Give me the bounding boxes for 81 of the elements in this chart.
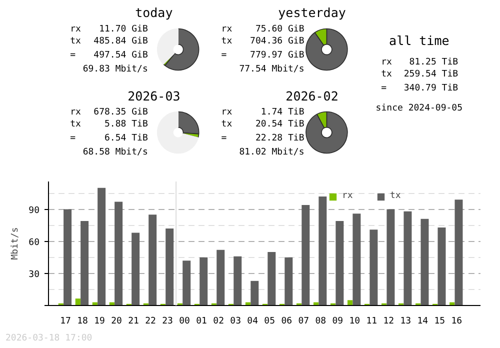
bar (234, 256, 242, 306)
x-tick-label: 13 (400, 316, 412, 326)
bar (75, 298, 80, 306)
text: = 6.54 TiB (70, 134, 148, 144)
x-tick-label: 19 (94, 316, 105, 326)
x-tick-label: 01 (196, 316, 207, 326)
x-tick-label: 15 (434, 316, 446, 326)
text: 81.02 Mbit/s (239, 148, 304, 158)
x-tick-label: 14 (417, 316, 428, 326)
text: rx 678.35 GiB (70, 108, 148, 118)
bar (200, 257, 208, 306)
x-tick-label: 21 (128, 316, 139, 326)
y-axis-title: Mbit/s (10, 227, 21, 260)
chart-title: 2026-03 (128, 88, 180, 104)
bar (302, 205, 310, 306)
bar (114, 202, 123, 306)
bar (166, 228, 174, 306)
text: 69.83 Mbit/s (82, 64, 148, 74)
bar (438, 227, 446, 306)
text: all time (389, 33, 450, 48)
bar (336, 221, 344, 306)
x-tick-label: 02 (213, 316, 224, 326)
text: 68.58 Mbit/s (82, 148, 148, 158)
chart-title: today (135, 5, 174, 20)
x-tick-label: 00 (179, 316, 190, 326)
bar (318, 196, 327, 306)
y-tick-label: 60 (28, 238, 40, 248)
chart-title: 2026-02 (286, 88, 338, 104)
bar (182, 260, 191, 306)
bar (284, 257, 293, 306)
text: = 779.97 GiB (221, 50, 304, 60)
x-tick-label: 20 (111, 316, 122, 326)
text: = 340.79 TiB (381, 84, 458, 94)
chart-title: yesterday (278, 5, 346, 20)
text: rx 75.60 GiB (221, 24, 304, 34)
x-tick-label: 16 (451, 316, 462, 326)
bar (250, 280, 259, 306)
bar (216, 250, 225, 306)
bar (132, 232, 140, 306)
bar (454, 200, 463, 306)
bar (370, 230, 378, 306)
bar (386, 209, 395, 306)
legend-label: tx (390, 191, 402, 201)
bar (98, 188, 106, 306)
x-tick-label: 04 (247, 316, 258, 326)
legend-label: rx (342, 191, 354, 201)
bar (404, 211, 412, 306)
x-tick-label: 23 (162, 316, 173, 326)
x-tick-label: 10 (349, 316, 360, 326)
text: 77.54 Mbit/s (239, 64, 304, 74)
x-tick-label: 08 (315, 316, 326, 326)
text: rx 11.70 GiB (70, 24, 148, 34)
x-tick-label: 18 (77, 316, 88, 326)
bar (148, 214, 157, 306)
text: rx 81.25 TiB (381, 58, 458, 68)
x-tick-label: 06 (281, 316, 292, 326)
x-tick-label: 07 (298, 316, 310, 326)
x-tick-label: 12 (383, 316, 394, 326)
text: tx 5.88 TiB (70, 120, 148, 130)
x-tick-label: 11 (366, 316, 378, 326)
bar (268, 252, 276, 306)
bar (64, 209, 72, 306)
text: since 2024-09-05 (376, 104, 463, 114)
text: = 497.54 GiB (70, 50, 148, 60)
x-tick-label: 09 (332, 316, 344, 326)
x-tick-label: 05 (264, 316, 276, 326)
text: tx 259.54 TiB (381, 70, 458, 80)
x-tick-label: 22 (145, 316, 156, 326)
bar (420, 218, 429, 306)
text: = 22.28 TiB (221, 134, 304, 144)
text: tx 485.84 GiB (70, 36, 148, 46)
y-tick-label: 90 (28, 206, 40, 216)
y-tick-label: 30 (28, 270, 40, 280)
text: tx 20.54 TiB (221, 120, 304, 130)
x-tick-label: 03 (230, 316, 242, 326)
bar (352, 214, 361, 306)
bar (80, 221, 89, 306)
bar (348, 300, 353, 306)
text: tx 704.36 GiB (221, 36, 304, 46)
text: rx 1.74 TiB (221, 108, 304, 118)
x-tick-label: 17 (60, 316, 71, 326)
